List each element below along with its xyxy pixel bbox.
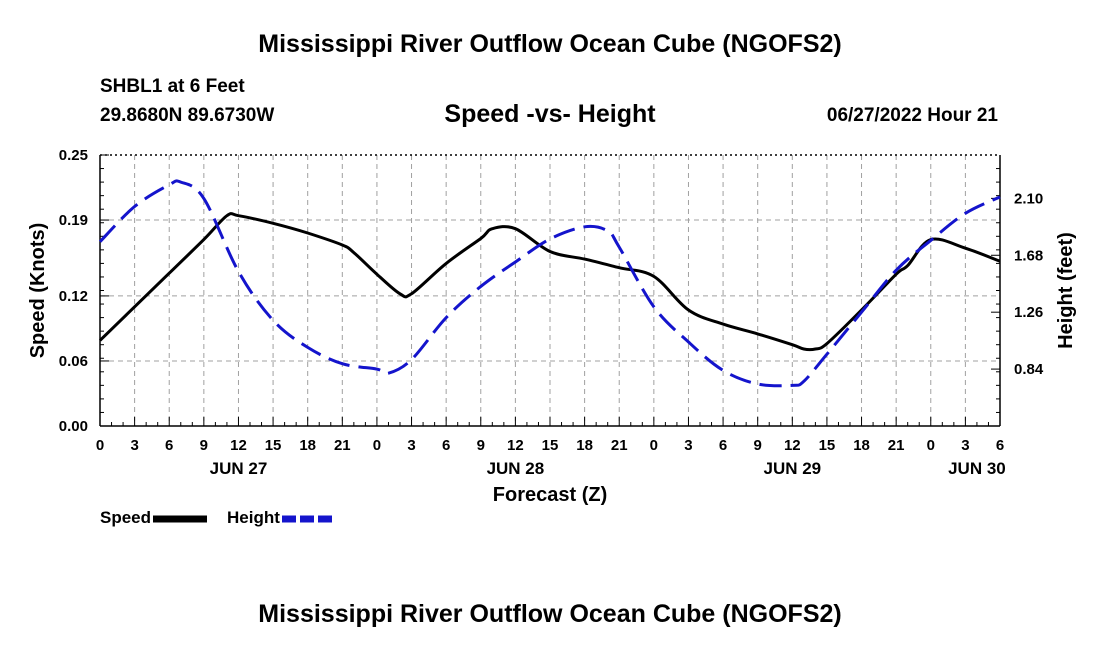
series-line-height <box>98 179 1001 388</box>
station-label: SHBL1 at 6 Feet <box>100 76 245 97</box>
x-tick-label: 12 <box>507 437 524 454</box>
y-right-axis-label: Height (feet) <box>1055 232 1077 349</box>
x-tick-label: 0 <box>96 437 104 454</box>
x-day-label: JUN 27 <box>210 459 268 478</box>
x-day-label: JUN 29 <box>763 459 821 478</box>
legend-height-label: Height <box>227 508 280 527</box>
x-tick-label: 6 <box>719 437 727 454</box>
x-tick-label: 0 <box>373 437 381 454</box>
x-tick-label: 18 <box>299 437 316 454</box>
y-left-tick-label: 0.06 <box>59 353 88 370</box>
y-left-tick-label: 0.00 <box>59 418 88 435</box>
x-tick-label: 3 <box>407 437 415 454</box>
series-line-speed <box>98 212 1001 352</box>
footer-title: Mississippi River Outflow Ocean Cube (NG… <box>258 600 842 628</box>
legend-height-swatch <box>281 515 334 523</box>
x-tick-label: 9 <box>754 437 762 454</box>
x-tick-label: 9 <box>200 437 208 454</box>
x-tick-label: 18 <box>853 437 870 454</box>
x-tick-label: 6 <box>442 437 450 454</box>
y-left-tick-label: 0.19 <box>59 212 88 229</box>
y-right-tick-label: 0.84 <box>1014 361 1044 378</box>
x-tick-label: 15 <box>265 437 282 454</box>
x-tick-label: 6 <box>165 437 173 454</box>
x-tick-label: 12 <box>230 437 247 454</box>
x-day-label: JUN 30 <box>948 459 1006 478</box>
y-right-tick-label: 1.68 <box>1014 247 1043 264</box>
x-tick-label: 3 <box>130 437 138 454</box>
legend-speed-swatch <box>153 515 208 523</box>
y-right-tick-label: 1.26 <box>1014 304 1043 321</box>
y-left-tick-label: 0.25 <box>59 147 88 164</box>
x-tick-label: 21 <box>888 437 905 454</box>
x-tick-label: 0 <box>927 437 935 454</box>
x-tick-label: 15 <box>819 437 836 454</box>
x-tick-label: 6 <box>996 437 1004 454</box>
x-tick-label: 21 <box>611 437 628 454</box>
chart-subtitle: Speed -vs- Height <box>444 100 656 128</box>
x-tick-label: 3 <box>961 437 969 454</box>
x-day-label: JUN 28 <box>487 459 545 478</box>
x-tick-label: 0 <box>650 437 658 454</box>
x-tick-label: 12 <box>784 437 801 454</box>
y-left-axis-label: Speed (Knots) <box>27 223 49 359</box>
y-right-tick-label: 2.10 <box>1014 190 1043 207</box>
legend: Speed Height <box>100 508 336 528</box>
chart-title: Mississippi River Outflow Ocean Cube (NG… <box>258 30 842 58</box>
y-left-tick-label: 0.12 <box>59 288 88 305</box>
legend-speed-label: Speed <box>100 508 152 527</box>
x-tick-label: 18 <box>576 437 593 454</box>
x-tick-label: 3 <box>684 437 692 454</box>
x-axis-label: Forecast (Z) <box>493 484 607 506</box>
datetime-label: 06/27/2022 Hour 21 <box>826 105 998 126</box>
coordinates-label: 29.8680N 89.6730W <box>100 105 275 126</box>
x-tick-label: 15 <box>542 437 559 454</box>
x-tick-label: 9 <box>477 437 485 454</box>
x-tick-label: 21 <box>334 437 351 454</box>
